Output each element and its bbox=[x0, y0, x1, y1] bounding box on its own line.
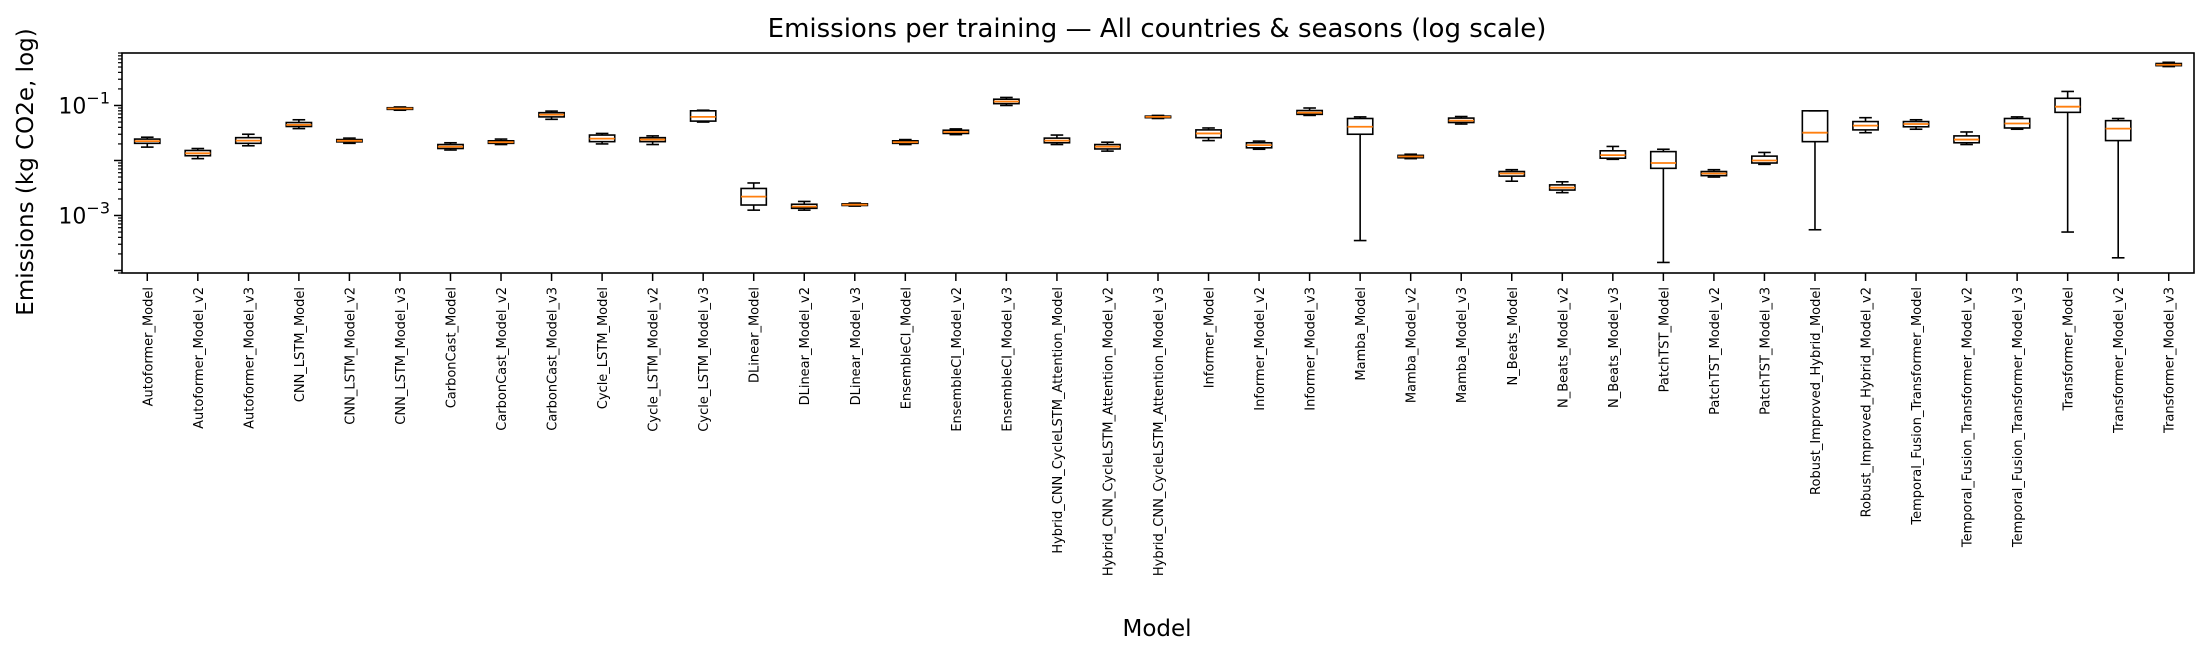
x-tick-label: DLinear_Model_v3 bbox=[849, 287, 864, 405]
x-tick-label: EnsembleCI_Model_v3 bbox=[1000, 287, 1015, 432]
x-tick-label: EnsembleCI_Model bbox=[899, 287, 914, 409]
x-tick-label: CNN_LSTM_Model bbox=[293, 287, 308, 402]
x-tick-label: Temporal_Fusion_Transformer_Model_v2 bbox=[1961, 287, 1976, 548]
y-axis-label: Emissions (kg CO2e, log) bbox=[13, 28, 39, 315]
y-tick-label: 10−3 bbox=[58, 198, 110, 229]
x-tick-label: Robust_Improved_Hybrid_Model bbox=[1809, 287, 1824, 495]
x-tick-label: Hybrid_CNN_CycleLSTM_Attention_Model bbox=[1051, 287, 1066, 554]
x-tick-label: N_Beats_Model_v3 bbox=[1607, 287, 1622, 408]
x-tick-label: Cycle_LSTM_Model bbox=[596, 287, 611, 409]
plot-area: 10−3 10−1 Autoformer_Model Autoformer_Model… bbox=[58, 52, 2195, 576]
x-tick-label: Transformer_Model_v2 bbox=[2112, 287, 2127, 434]
box bbox=[689, 110, 717, 122]
x-tick-label: N_Beats_Model_v2 bbox=[1556, 287, 1571, 408]
x-tick-label: Temporal_Fusion_Transformer_Model_v3 bbox=[2011, 287, 2026, 548]
x-tick-label: PatchTST_Model bbox=[1657, 287, 1672, 392]
box bbox=[1751, 155, 1778, 164]
x-tick-label: Robust_Improved_Hybrid_Model_v2 bbox=[1860, 287, 1875, 517]
x-tick-label: CNN_LSTM_Model_v2 bbox=[343, 287, 358, 425]
x-tick-label: Transformer_Model_v3 bbox=[2163, 287, 2178, 434]
x-tick-label: Hybrid_CNN_CycleLSTM_Attention_Model_v2 bbox=[1101, 287, 1116, 576]
box bbox=[1649, 150, 1677, 170]
x-tick-label: DLinear_Model_v2 bbox=[798, 287, 813, 405]
x-tick-label: N_Beats_Model bbox=[1506, 287, 1521, 386]
x-tick-label: Informer_Model bbox=[1203, 287, 1218, 388]
x-tick-label: CarbonCast_Model bbox=[444, 287, 459, 408]
x-tick-label: DLinear_Model bbox=[748, 287, 763, 383]
x-tick-label: Autoformer_Model_v2 bbox=[192, 287, 207, 429]
box bbox=[2054, 97, 2082, 114]
x-tick-label: Hybrid_CNN_CycleLSTM_Attention_Model_v3 bbox=[1152, 287, 1167, 576]
x-tick-label: Mamba_Model_v3 bbox=[1455, 287, 1470, 403]
chart-title: Emissions per training — All countries &… bbox=[768, 14, 1547, 44]
x-tick-label: Mamba_Model_v2 bbox=[1405, 287, 1420, 403]
x-tick-label: Informer_Model_v2 bbox=[1253, 287, 1268, 411]
x-tick-label: EnsembleCI_Model_v2 bbox=[950, 287, 965, 432]
x-tick-label: Autoformer_Model bbox=[141, 287, 156, 406]
y-tick-label: 10−1 bbox=[58, 88, 110, 119]
x-tick-label: Transformer_Model bbox=[2062, 287, 2077, 412]
box bbox=[1801, 110, 1829, 143]
x-tick-label: PatchTST_Model_v2 bbox=[1708, 287, 1723, 415]
x-axis-label: Model bbox=[1122, 616, 1191, 642]
x-tick-label: PatchTST_Model_v3 bbox=[1758, 287, 1773, 415]
x-tick-label: Temporal_Fusion_Transformer_Model bbox=[1910, 287, 1925, 526]
x-tick-label: Mamba_Model bbox=[1354, 287, 1369, 381]
x-tick-label: Autoformer_Model_v3 bbox=[242, 287, 257, 429]
axes-frame bbox=[121, 52, 2195, 274]
x-tick-label: CarbonCast_Model_v2 bbox=[495, 287, 510, 431]
x-tick-label: Informer_Model_v3 bbox=[1304, 287, 1319, 411]
box bbox=[2104, 119, 2132, 142]
x-tick-label: Cycle_LSTM_Model_v2 bbox=[647, 287, 662, 432]
x-tick-label: CarbonCast_Model_v3 bbox=[546, 287, 561, 431]
x-tick-label: Cycle_LSTM_Model_v3 bbox=[697, 287, 712, 432]
x-tick-label: CNN_LSTM_Model_v3 bbox=[394, 287, 409, 425]
